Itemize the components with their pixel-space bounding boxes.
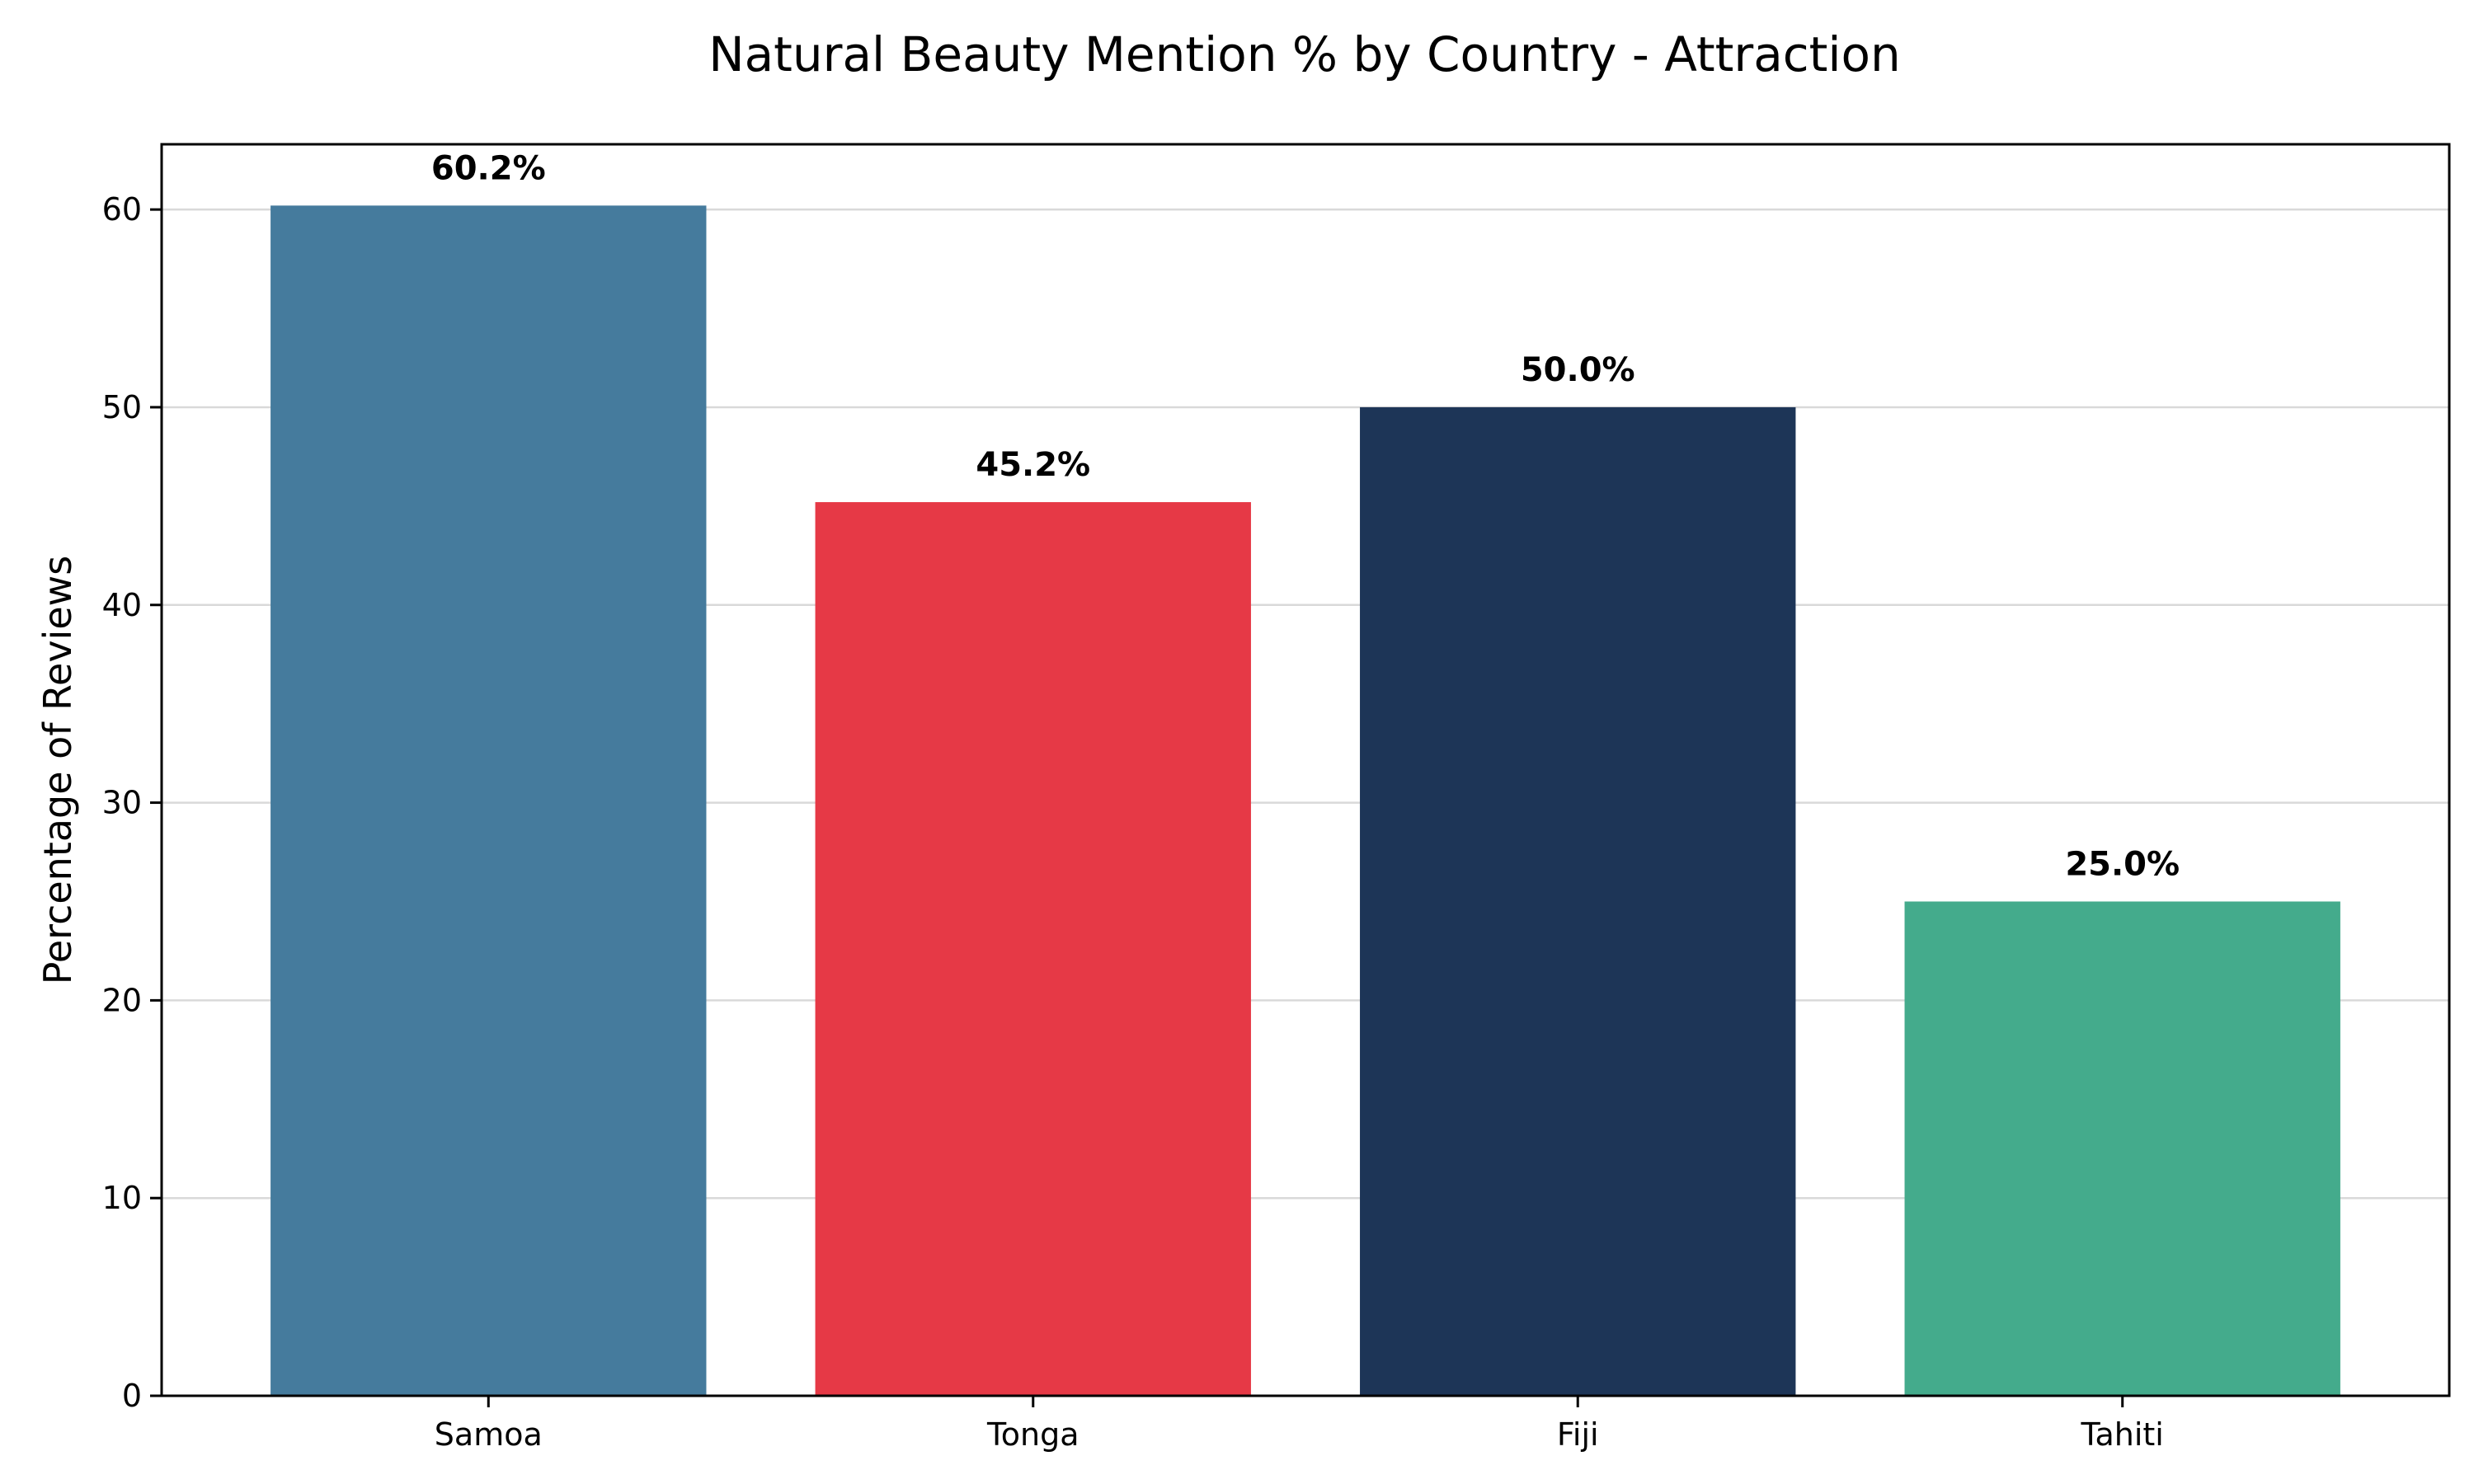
bar-tahiti (1904, 901, 2340, 1396)
x-tick-label: Fiji (1557, 1416, 1599, 1453)
y-axis-label: Percentage of Reviews (35, 556, 80, 984)
x-tick-label: Samoa (435, 1416, 543, 1453)
bar-value-label: 25.0% (2065, 845, 2180, 883)
x-axis-ticks: Samoa Tonga Fiji Tahiti (435, 1396, 2164, 1453)
y-tick-label: 60 (102, 191, 142, 228)
y-tick-label: 50 (102, 389, 142, 425)
bar-value-label: 60.2% (431, 149, 546, 187)
bar-value-label: 50.0% (1521, 351, 1635, 389)
bars (270, 205, 2340, 1397)
y-tick-label: 40 (102, 587, 142, 623)
y-axis-ticks: 0 10 20 30 40 50 60 (102, 191, 162, 1414)
y-tick-label: 0 (122, 1378, 142, 1414)
plot-frame (160, 143, 2451, 1397)
bar-tonga (815, 502, 1251, 1396)
chart-title: Natural Beauty Mention % by Country - At… (708, 26, 1901, 82)
bar-samoa (270, 205, 707, 1397)
y-tick-label: 30 (102, 785, 142, 821)
x-tick-label: Tonga (986, 1416, 1079, 1453)
y-tick-label: 10 (102, 1180, 142, 1216)
x-tick-label: Tahiti (2081, 1416, 2164, 1453)
bar-value-label: 45.2% (976, 446, 1090, 484)
bar-value-labels: 60.2% 45.2% 50.0% 25.0% (431, 149, 2180, 883)
y-tick-label: 20 (102, 982, 142, 1018)
bar-fiji (1360, 406, 1796, 1396)
